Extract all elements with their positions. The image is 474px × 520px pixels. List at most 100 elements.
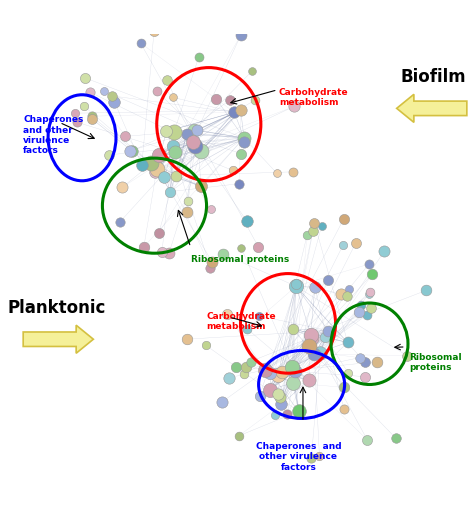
Point — [237, 106, 245, 114]
Point — [226, 373, 233, 382]
Point — [189, 138, 197, 146]
Point — [366, 288, 374, 296]
Point — [318, 222, 326, 230]
Point — [191, 126, 198, 134]
Point — [232, 363, 240, 371]
Point — [340, 383, 348, 392]
Point — [237, 243, 245, 252]
Point — [255, 312, 263, 320]
Point — [166, 188, 174, 196]
Point — [138, 161, 146, 169]
Point — [161, 173, 168, 181]
Point — [80, 102, 88, 110]
Point — [197, 183, 205, 191]
Point — [184, 197, 191, 205]
Point — [274, 371, 282, 379]
Point — [242, 363, 250, 372]
Point — [235, 432, 243, 440]
Point — [356, 354, 364, 362]
Point — [121, 132, 129, 140]
Point — [163, 76, 171, 85]
Point — [73, 118, 81, 126]
FancyArrow shape — [23, 325, 93, 353]
Point — [140, 242, 148, 251]
Text: Biofilm: Biofilm — [400, 68, 466, 86]
Point — [325, 327, 332, 335]
Point — [364, 436, 371, 444]
Point — [292, 282, 300, 290]
Point — [88, 115, 96, 123]
Point — [255, 242, 262, 251]
Point — [207, 264, 214, 272]
Point — [126, 147, 134, 155]
Point — [273, 169, 281, 177]
Point — [163, 127, 170, 136]
Point — [316, 452, 323, 460]
Point — [247, 358, 255, 366]
Point — [191, 142, 199, 150]
Point — [230, 108, 238, 116]
Point — [340, 405, 348, 413]
Point — [307, 331, 315, 339]
Point — [155, 229, 163, 238]
Point — [310, 350, 318, 358]
Point — [337, 290, 345, 298]
Point — [321, 333, 329, 341]
Point — [243, 324, 251, 333]
Point — [219, 250, 227, 258]
Point — [202, 341, 210, 349]
Point — [291, 367, 299, 375]
Point — [86, 88, 94, 96]
Point — [171, 148, 178, 156]
Point — [345, 369, 352, 377]
Point — [235, 179, 243, 188]
Point — [223, 310, 231, 318]
Point — [153, 87, 161, 95]
Point — [240, 138, 247, 146]
Point — [303, 231, 311, 240]
Point — [169, 142, 177, 150]
Point — [212, 95, 220, 103]
Point — [352, 239, 360, 247]
Point — [128, 147, 136, 155]
Point — [305, 342, 313, 350]
Point — [237, 30, 245, 38]
Point — [295, 407, 302, 415]
Point — [311, 283, 319, 292]
Point — [289, 325, 297, 333]
Point — [305, 375, 313, 384]
Point — [255, 392, 263, 400]
Point — [229, 166, 237, 175]
Point — [373, 357, 381, 366]
Point — [240, 134, 248, 142]
Point — [109, 92, 116, 100]
Point — [183, 208, 191, 216]
Point — [273, 389, 281, 398]
Point — [110, 98, 118, 106]
Point — [309, 226, 317, 235]
Point — [170, 93, 177, 101]
Point — [151, 167, 159, 176]
Point — [392, 434, 400, 442]
Point — [340, 215, 347, 223]
Text: Carbohydrate
metabolism: Carbohydrate metabolism — [207, 312, 276, 331]
Point — [367, 304, 375, 312]
Point — [355, 308, 363, 316]
Point — [292, 280, 300, 288]
Point — [344, 338, 351, 346]
Point — [137, 39, 144, 47]
Point — [165, 249, 173, 257]
Point — [357, 301, 365, 309]
Point — [290, 167, 297, 176]
Point — [310, 219, 318, 227]
Point — [317, 348, 324, 357]
Point — [251, 96, 259, 105]
Point — [153, 165, 161, 173]
Point — [361, 358, 369, 366]
Point — [339, 240, 347, 249]
Point — [118, 183, 126, 191]
Point — [271, 411, 278, 419]
Point — [240, 370, 247, 378]
Point — [183, 335, 191, 343]
Point — [237, 149, 245, 158]
